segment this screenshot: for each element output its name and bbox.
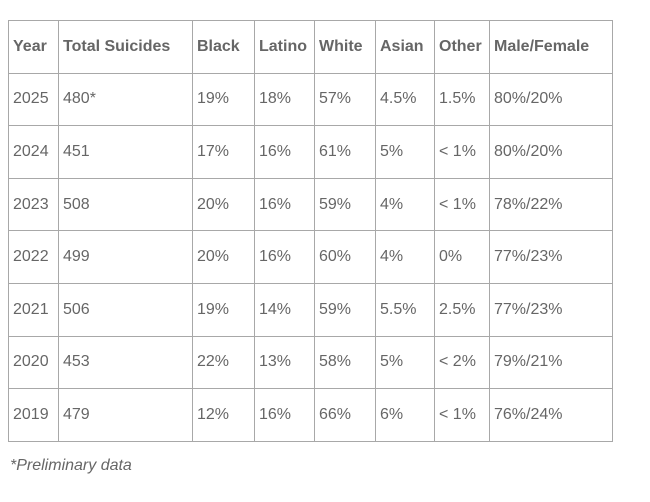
table-cell: 61% bbox=[314, 125, 376, 179]
table-cell: 58% bbox=[314, 335, 376, 390]
suicide-statistics-table: Year Total Suicides Black Latino White Asian O… bbox=[8, 20, 613, 442]
table-cell: 17% bbox=[192, 125, 255, 179]
table-cell: < 1% bbox=[434, 177, 490, 232]
header-row: Year Total Suicides Black Latino White Asian O… bbox=[8, 20, 613, 74]
table-cell: 16% bbox=[254, 125, 315, 179]
table-cell: 18% bbox=[254, 72, 315, 127]
table-cell: 453 bbox=[58, 335, 193, 390]
table-cell: 80%/20% bbox=[489, 72, 613, 127]
table-cell: 2019 bbox=[8, 388, 59, 442]
table-cell: 2021 bbox=[8, 282, 59, 337]
table-cell: 451 bbox=[58, 125, 193, 179]
header-cell: Total Suicides bbox=[58, 20, 193, 74]
table-cell: 2023 bbox=[8, 177, 59, 232]
header-cell: Other bbox=[434, 20, 490, 74]
table-cell: 57% bbox=[314, 72, 376, 127]
table-cell: 77%/23% bbox=[489, 282, 613, 337]
table-cell: 5% bbox=[375, 335, 435, 390]
table-row: 2019 479 12% 16% 66% 6% < 1% 76%/24% bbox=[8, 388, 613, 442]
table-cell: 6% bbox=[375, 388, 435, 442]
table-cell: 66% bbox=[314, 388, 376, 442]
table-cell: 0% bbox=[434, 230, 490, 284]
table-cell: 16% bbox=[254, 230, 315, 284]
table-cell: 4.5% bbox=[375, 72, 435, 127]
table-cell: < 1% bbox=[434, 388, 490, 442]
header-cell: White bbox=[314, 20, 376, 74]
table-cell: 79%/21% bbox=[489, 335, 613, 390]
table-cell: 13% bbox=[254, 335, 315, 390]
table-cell: 76%/24% bbox=[489, 388, 613, 442]
table-cell: 12% bbox=[192, 388, 255, 442]
table-row: 2020 453 22% 13% 58% 5% < 2% 79%/21% bbox=[8, 335, 613, 390]
table-row: 2024 451 17% 16% 61% 5% < 1% 80%/20% bbox=[8, 125, 613, 179]
table-cell: 2025 bbox=[8, 72, 59, 127]
header-cell: Male/Female bbox=[489, 20, 613, 74]
table-cell: 22% bbox=[192, 335, 255, 390]
table-row: 2022 499 20% 16% 60% 4% 0% 77%/23% bbox=[8, 230, 613, 284]
table-body: 2025 480* 19% 18% 57% 4.5% 1.5% 80%/20% 2024 451 1… bbox=[8, 72, 613, 442]
table-cell: 479 bbox=[58, 388, 193, 442]
table-row: 2023 508 20% 16% 59% 4% < 1% 78%/22% bbox=[8, 177, 613, 232]
table-cell: 16% bbox=[254, 388, 315, 442]
table-cell: 59% bbox=[314, 282, 376, 337]
table-cell: 80%/20% bbox=[489, 125, 613, 179]
table-cell: 2022 bbox=[8, 230, 59, 284]
table-cell: 78%/22% bbox=[489, 177, 613, 232]
table-cell: 5% bbox=[375, 125, 435, 179]
table-cell: 2024 bbox=[8, 125, 59, 179]
table-cell: 20% bbox=[192, 230, 255, 284]
table-cell: 5.5% bbox=[375, 282, 435, 337]
header-cell: Black bbox=[192, 20, 255, 74]
header-cell: Asian bbox=[375, 20, 435, 74]
preliminary-data-footnote: *Preliminary data bbox=[10, 457, 132, 474]
table-cell: 506 bbox=[58, 282, 193, 337]
table-cell: 16% bbox=[254, 177, 315, 232]
table-cell: 499 bbox=[58, 230, 193, 284]
table-cell: 2.5% bbox=[434, 282, 490, 337]
table-cell: 20% bbox=[192, 177, 255, 232]
table-cell: 59% bbox=[314, 177, 376, 232]
table-cell: 77%/23% bbox=[489, 230, 613, 284]
table-cell: 19% bbox=[192, 72, 255, 127]
table-cell: 1.5% bbox=[434, 72, 490, 127]
table-cell: 4% bbox=[375, 177, 435, 232]
header-cell: Latino bbox=[254, 20, 315, 74]
table-cell: 2020 bbox=[8, 335, 59, 390]
table-cell: 60% bbox=[314, 230, 376, 284]
table-cell: < 1% bbox=[434, 125, 490, 179]
table-row: 2021 506 19% 14% 59% 5.5% 2.5% 77%/23% bbox=[8, 282, 613, 337]
table-cell: 4% bbox=[375, 230, 435, 284]
table-cell: 19% bbox=[192, 282, 255, 337]
table-cell: 14% bbox=[254, 282, 315, 337]
table-row: 2025 480* 19% 18% 57% 4.5% 1.5% 80%/20% bbox=[8, 72, 613, 127]
table-cell: 508 bbox=[58, 177, 193, 232]
header-cell: Year bbox=[8, 20, 59, 74]
table-cell: < 2% bbox=[434, 335, 490, 390]
table-cell: 480* bbox=[58, 72, 193, 127]
